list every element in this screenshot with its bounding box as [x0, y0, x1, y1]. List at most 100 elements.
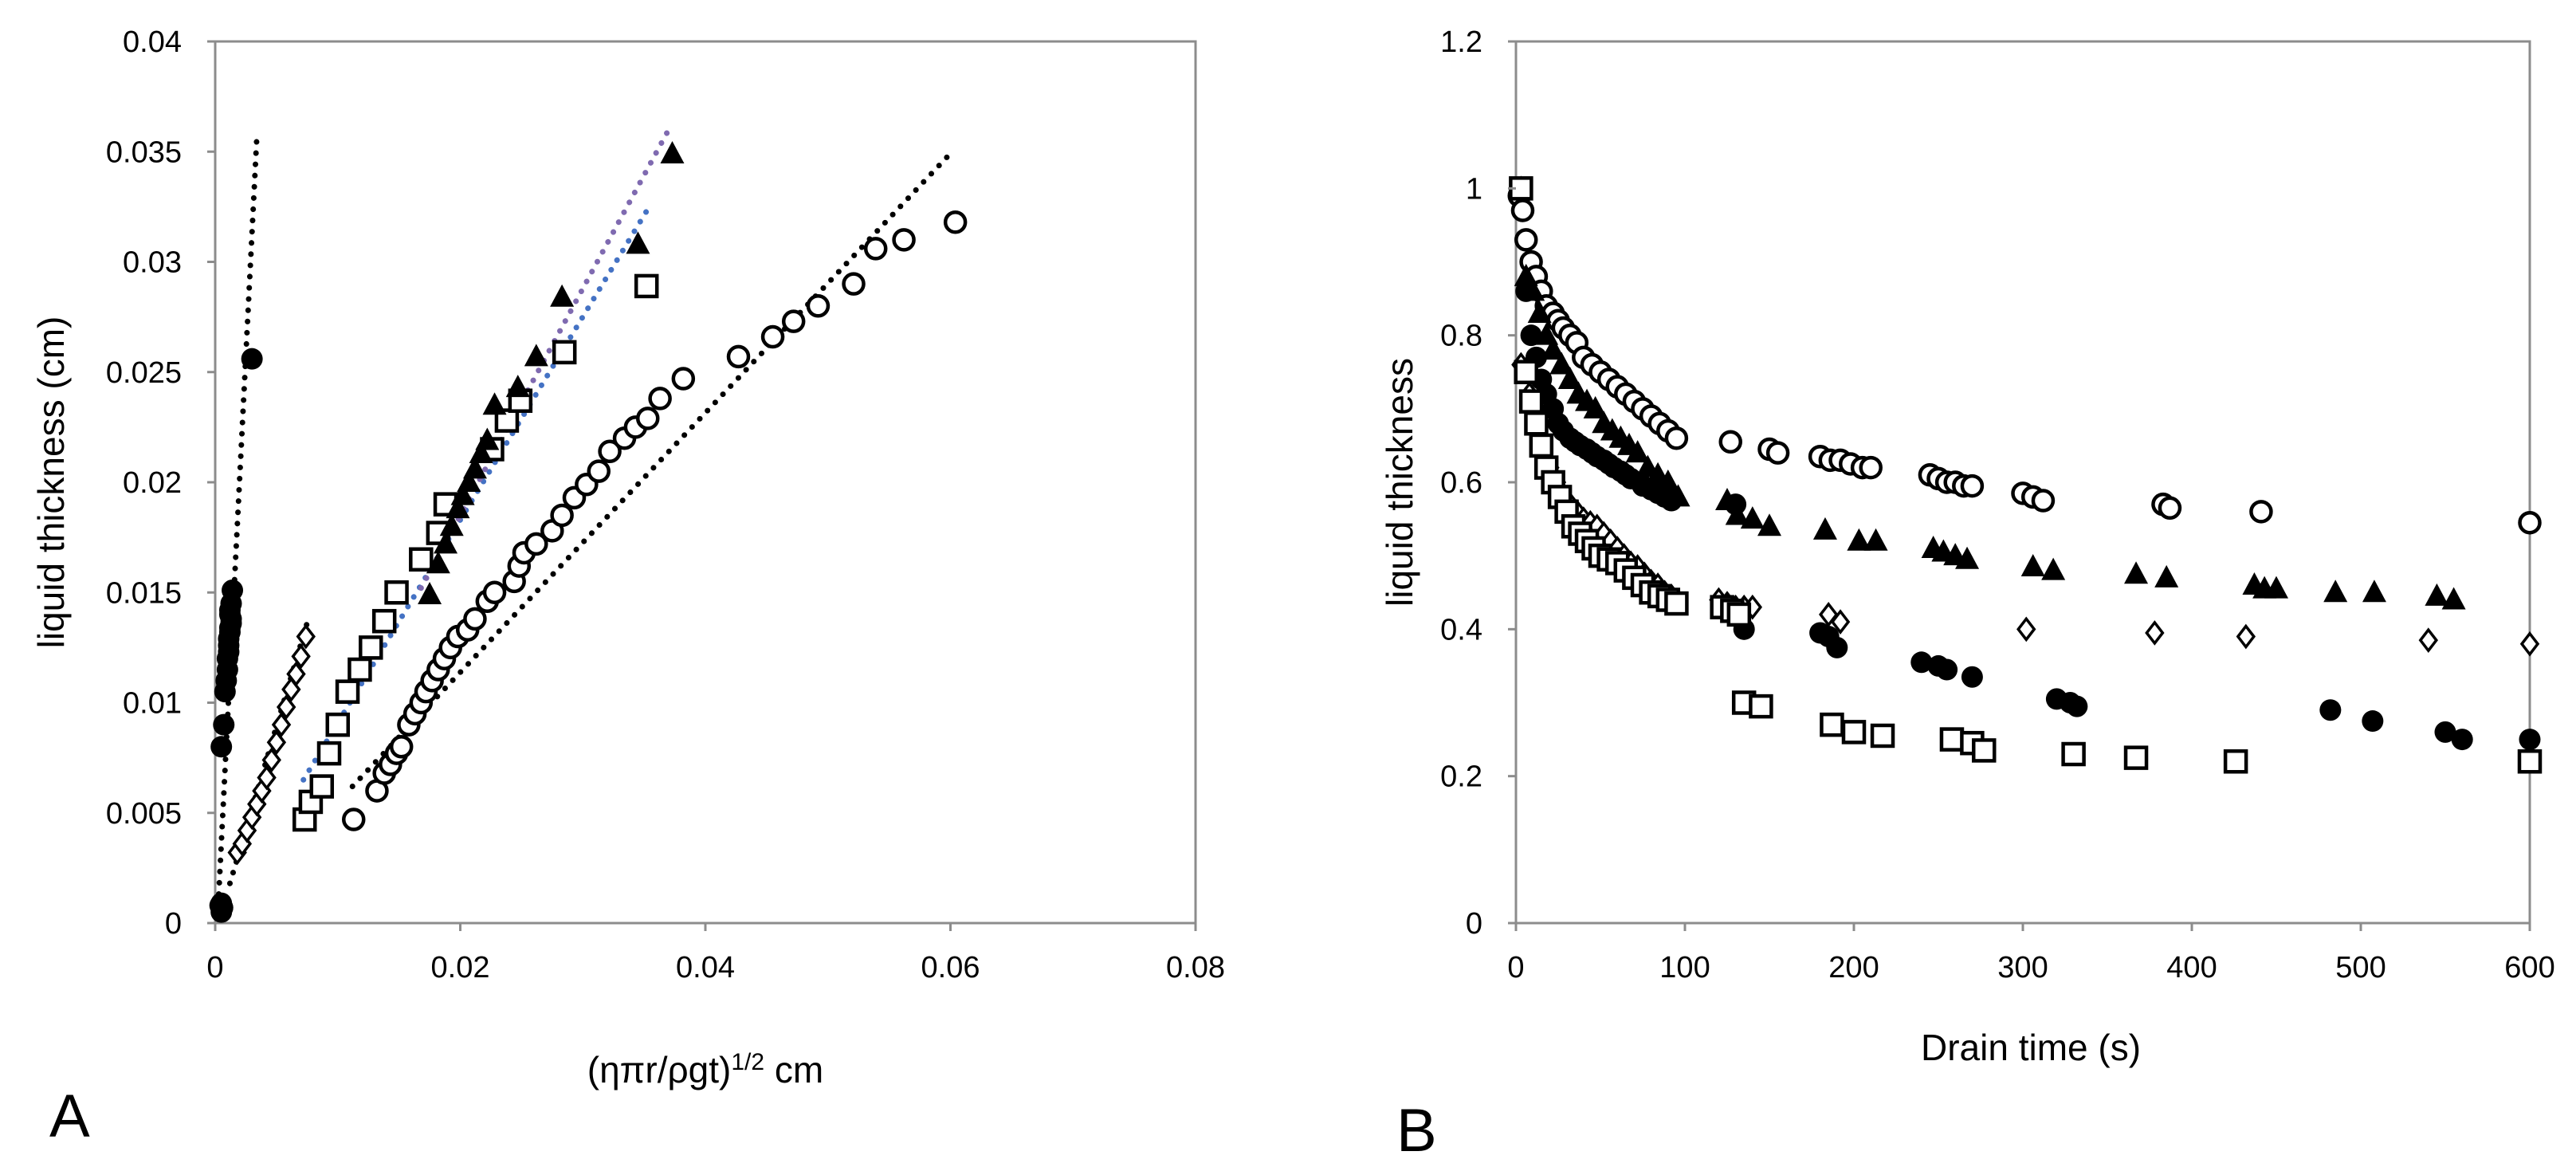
- chart-a-x-ticks: 0 0.02 0.04 0.06 0.08: [206, 923, 1225, 984]
- series-triangle-filled: [418, 141, 685, 605]
- data-point: [341, 808, 366, 831]
- y-tick-label: 0.015: [106, 576, 182, 610]
- data-point: [2124, 561, 2149, 584]
- data-point: [1509, 176, 1533, 201]
- data-point: [1936, 658, 1958, 681]
- data-point: [1549, 352, 1574, 375]
- trendline: [418, 122, 674, 591]
- data-point: [2223, 749, 2248, 774]
- data-point: [2123, 745, 2149, 770]
- data-point: [384, 580, 409, 605]
- trendline: [349, 153, 951, 790]
- y-tick-label: 0.005: [106, 797, 182, 831]
- data-point: [2031, 489, 2056, 513]
- data-point: [426, 551, 450, 574]
- data-point: [1541, 337, 1565, 360]
- data-point: [943, 210, 968, 234]
- series-square-open: [292, 273, 659, 832]
- y-tick-label: 1: [1466, 172, 1482, 206]
- x-tick-label: 400: [2166, 951, 2217, 984]
- data-point: [2519, 631, 2540, 657]
- chart-a-frame: [214, 40, 1197, 925]
- data-point: [1557, 366, 1582, 389]
- x-tick-label: 200: [1828, 951, 1879, 984]
- data-point: [1955, 546, 1980, 569]
- y-tick-label: 0.4: [1440, 613, 1482, 646]
- data-point: [1863, 528, 1888, 551]
- data-point: [1870, 723, 1895, 749]
- chart-b-panel-label: B: [1396, 1097, 1437, 1165]
- data-point: [505, 375, 530, 398]
- data-point: [1971, 738, 1997, 763]
- data-point: [210, 736, 233, 758]
- data-point: [1660, 489, 1683, 512]
- chart-b-y-ticks: 0 0.2 0.4 0.6 0.8 1 1.2: [1440, 26, 1516, 941]
- data-point: [2264, 576, 2288, 599]
- data-point: [2518, 510, 2542, 535]
- data-point: [648, 387, 672, 411]
- data-point: [2323, 580, 2348, 603]
- data-point: [1765, 441, 1790, 465]
- x-tick-label: 0.04: [676, 951, 735, 984]
- data-point: [434, 531, 458, 554]
- data-point: [1740, 506, 1765, 529]
- data-point: [1625, 440, 1650, 463]
- data-point: [2066, 695, 2088, 717]
- y-tick-label: 0: [165, 907, 182, 941]
- data-point: [1826, 636, 1848, 658]
- data-point: [1515, 280, 1537, 302]
- data-point: [1847, 528, 1871, 551]
- data-point: [241, 348, 263, 370]
- data-point: [1812, 517, 1837, 540]
- y-tick-label: 0.025: [106, 356, 182, 390]
- data-point: [806, 294, 831, 318]
- series-circle-filled: [209, 348, 263, 923]
- data-point: [1524, 411, 1549, 436]
- data-point: [2517, 749, 2543, 774]
- data-point: [1910, 651, 1933, 674]
- data-point: [266, 729, 287, 756]
- data-point: [1527, 301, 1552, 324]
- data-point: [2362, 710, 2384, 733]
- data-point: [475, 427, 500, 450]
- data-point: [359, 635, 383, 660]
- data-point: [2362, 580, 2386, 603]
- data-point: [524, 532, 548, 556]
- data-point: [2020, 553, 2045, 576]
- data-point: [587, 459, 611, 483]
- data-point: [1529, 433, 1554, 458]
- data-point: [348, 657, 372, 682]
- data-point: [1510, 198, 1535, 222]
- data-point: [550, 503, 574, 528]
- data-point: [550, 284, 575, 307]
- data-point: [450, 482, 475, 505]
- chart-b-x-label: Drain time (s): [1921, 1027, 2141, 1068]
- data-point: [2319, 699, 2342, 721]
- trendline: [214, 133, 260, 920]
- data-point: [552, 340, 577, 365]
- data-point: [2154, 564, 2179, 587]
- data-point: [2434, 721, 2456, 743]
- chart-a: 0 0.02 0.04 0.06 0.08 0 0.005 0.01 0.015 0.02 0.0…: [30, 26, 1225, 1150]
- y-tick-label: 0.03: [123, 246, 182, 280]
- data-point: [457, 470, 481, 492]
- data-point: [316, 741, 342, 766]
- x-tick-label: 0: [206, 951, 223, 984]
- data-point: [261, 747, 281, 773]
- data-point: [1757, 513, 1781, 536]
- chart-a-points: [209, 141, 968, 923]
- chart-a-y-ticks: 0 0.005 0.01 0.015 0.02 0.025 0.03 0.035 0.04: [106, 26, 215, 941]
- data-point: [1726, 602, 1752, 627]
- chart-a-y-label: liquid thickness (cm): [30, 316, 72, 649]
- data-point: [1533, 455, 1559, 480]
- series-diamond-open: [227, 623, 316, 866]
- data-point: [209, 894, 231, 917]
- data-point: [469, 441, 493, 464]
- data-point: [1518, 389, 1544, 414]
- data-point: [626, 231, 650, 254]
- data-point: [439, 513, 464, 536]
- x-tick-label: 0.06: [921, 951, 980, 984]
- data-point: [1725, 493, 1747, 516]
- data-point: [1961, 666, 1983, 688]
